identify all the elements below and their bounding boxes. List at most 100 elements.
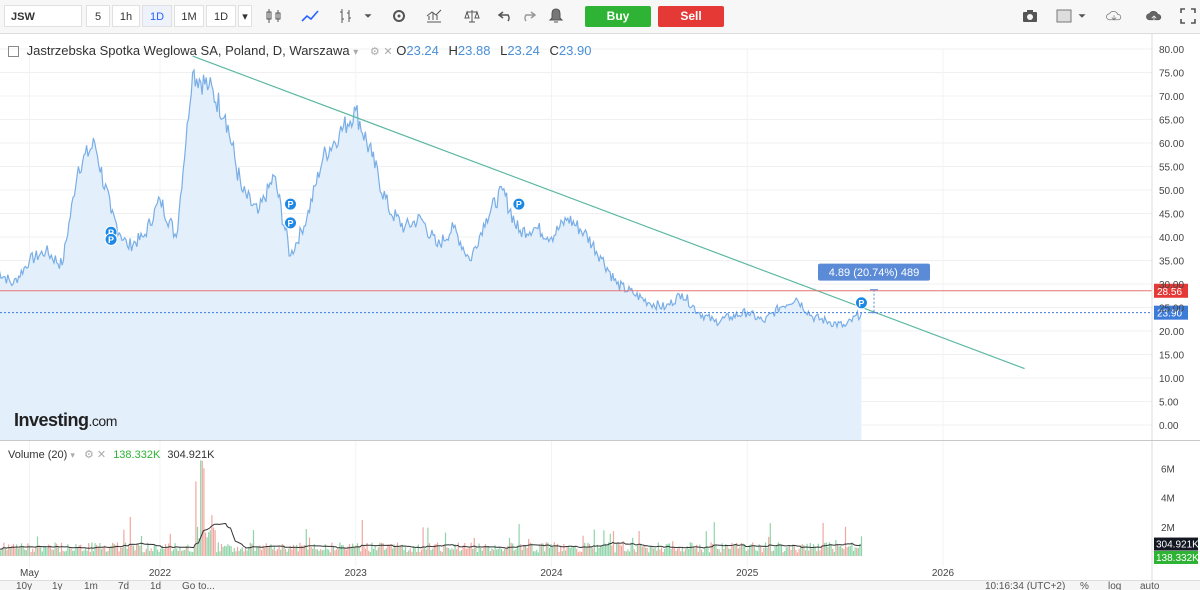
volume-bar <box>758 544 760 556</box>
volume-legend-title: Volume (20) <box>8 449 68 461</box>
volume-bar <box>272 549 274 556</box>
volume-bar <box>630 542 632 556</box>
volume-bar <box>89 551 91 556</box>
trendline <box>192 55 1025 370</box>
legend-close-icon[interactable]: ✕ <box>383 46 393 58</box>
volume-bar <box>491 548 493 556</box>
volume-bar <box>283 545 285 556</box>
interval-dropdown[interactable]: 1D <box>206 5 236 27</box>
legend-high: 23.88 <box>457 43 491 58</box>
area-chart-icon[interactable] <box>298 5 322 27</box>
volume-bar <box>328 549 330 556</box>
range-1d[interactable]: 1d <box>150 581 162 590</box>
sell-button[interactable]: Sell <box>658 6 724 27</box>
volume-bar <box>750 544 752 556</box>
pane-separator[interactable] <box>0 440 1200 441</box>
settings-gear-icon[interactable] <box>387 5 411 27</box>
range-10y[interactable]: 10y <box>16 581 33 590</box>
symbol-input[interactable]: JSW <box>4 5 82 27</box>
camera-icon[interactable] <box>1018 5 1042 27</box>
interval-1d[interactable]: 1D <box>142 5 172 27</box>
volume-bar <box>174 543 176 556</box>
volume-bar <box>612 531 615 556</box>
volume-bar <box>523 544 525 556</box>
cloud-download-icon[interactable] <box>1100 5 1128 27</box>
legend-menu-icon[interactable]: ▾ <box>353 47 359 58</box>
volume-bar <box>326 548 328 556</box>
volume-bar <box>819 550 821 556</box>
legend-collapse-icon[interactable] <box>8 46 19 58</box>
volume-bar <box>302 545 304 556</box>
cloud-upload-icon[interactable] <box>1140 5 1168 27</box>
volume-bar <box>764 542 767 556</box>
goto-button[interactable]: Go to... <box>182 581 215 590</box>
volume-bar <box>342 544 344 556</box>
volume-settings-icon[interactable]: ⚙ <box>83 449 94 461</box>
layout-chevron-icon[interactable] <box>1074 5 1090 27</box>
price-line <box>0 68 862 330</box>
volume-bar <box>91 542 93 556</box>
price-tick-label: 15.00 <box>1159 351 1184 362</box>
time-tick-label: 2022 <box>149 568 172 579</box>
bottom-bar: 10y 1y 1m 7d 1d Go to... 10:16:34 (UTC+2… <box>0 580 1200 590</box>
volume-bar <box>192 551 194 556</box>
fullscreen-icon[interactable] <box>1176 5 1200 27</box>
volume-menu-icon[interactable]: ▾ <box>70 450 75 460</box>
interval-chevron-icon[interactable]: ▾ <box>238 5 252 27</box>
range-1y[interactable]: 1y <box>52 581 63 590</box>
volume-bar <box>244 547 247 556</box>
volume-bar <box>651 546 653 556</box>
price-tick-label: 80.00 <box>1159 45 1184 56</box>
compare-scale-icon[interactable] <box>460 5 484 27</box>
interval-5[interactable]: 5 <box>86 5 110 27</box>
volume-bar <box>400 545 402 556</box>
auto-toggle[interactable]: auto <box>1140 581 1160 590</box>
volume-bar <box>78 545 80 556</box>
volume-bar <box>4 547 7 556</box>
volume-bar <box>760 546 762 556</box>
volume-bar <box>182 550 184 556</box>
volume-bar <box>392 548 394 556</box>
volume-bar <box>584 542 586 556</box>
volume-bar <box>619 544 621 556</box>
volume-bar <box>456 549 458 556</box>
volume-close-icon[interactable]: ✕ <box>96 449 107 461</box>
volume-bar <box>552 546 554 556</box>
event-marker <box>284 197 297 211</box>
volume-bar <box>628 551 631 556</box>
volume-bar <box>539 544 541 556</box>
volume-bar <box>465 548 467 556</box>
volume-bar <box>542 543 544 556</box>
alert-bell-icon[interactable] <box>544 5 568 27</box>
redo-icon[interactable] <box>516 5 540 27</box>
undo-icon[interactable] <box>494 5 518 27</box>
buy-button[interactable]: Buy <box>585 6 651 27</box>
volume-bar <box>441 552 443 556</box>
log-toggle[interactable]: log <box>1108 581 1122 590</box>
indicators-icon[interactable] <box>422 5 446 27</box>
volume-bar <box>408 550 410 556</box>
interval-1m[interactable]: 1M <box>174 5 204 27</box>
volume-bar <box>595 551 597 556</box>
layout-icon[interactable] <box>1052 5 1076 27</box>
volume-bar <box>737 548 739 556</box>
chart-type-chevron-icon[interactable] <box>360 5 376 27</box>
measure-tool: 4.89 (20.74%) 489 <box>818 263 930 314</box>
volume-bar <box>678 546 680 556</box>
volume-bar <box>12 543 15 556</box>
interval-1h[interactable]: 1h <box>112 5 140 27</box>
volume-bar <box>555 546 557 556</box>
volume-bar <box>299 542 301 556</box>
volume-bar <box>224 545 226 556</box>
volume-bar <box>780 545 783 556</box>
candles-icon[interactable] <box>262 5 286 27</box>
volume-bar <box>732 545 735 556</box>
bars-icon[interactable] <box>334 5 358 27</box>
legend-open: 23.24 <box>406 43 439 58</box>
percent-toggle[interactable]: % <box>1080 581 1089 590</box>
range-1m[interactable]: 1m <box>84 581 98 590</box>
range-7d[interactable]: 7d <box>118 581 130 590</box>
legend-settings-icon[interactable]: ⚙ <box>369 46 380 58</box>
volume-bar <box>35 546 37 556</box>
